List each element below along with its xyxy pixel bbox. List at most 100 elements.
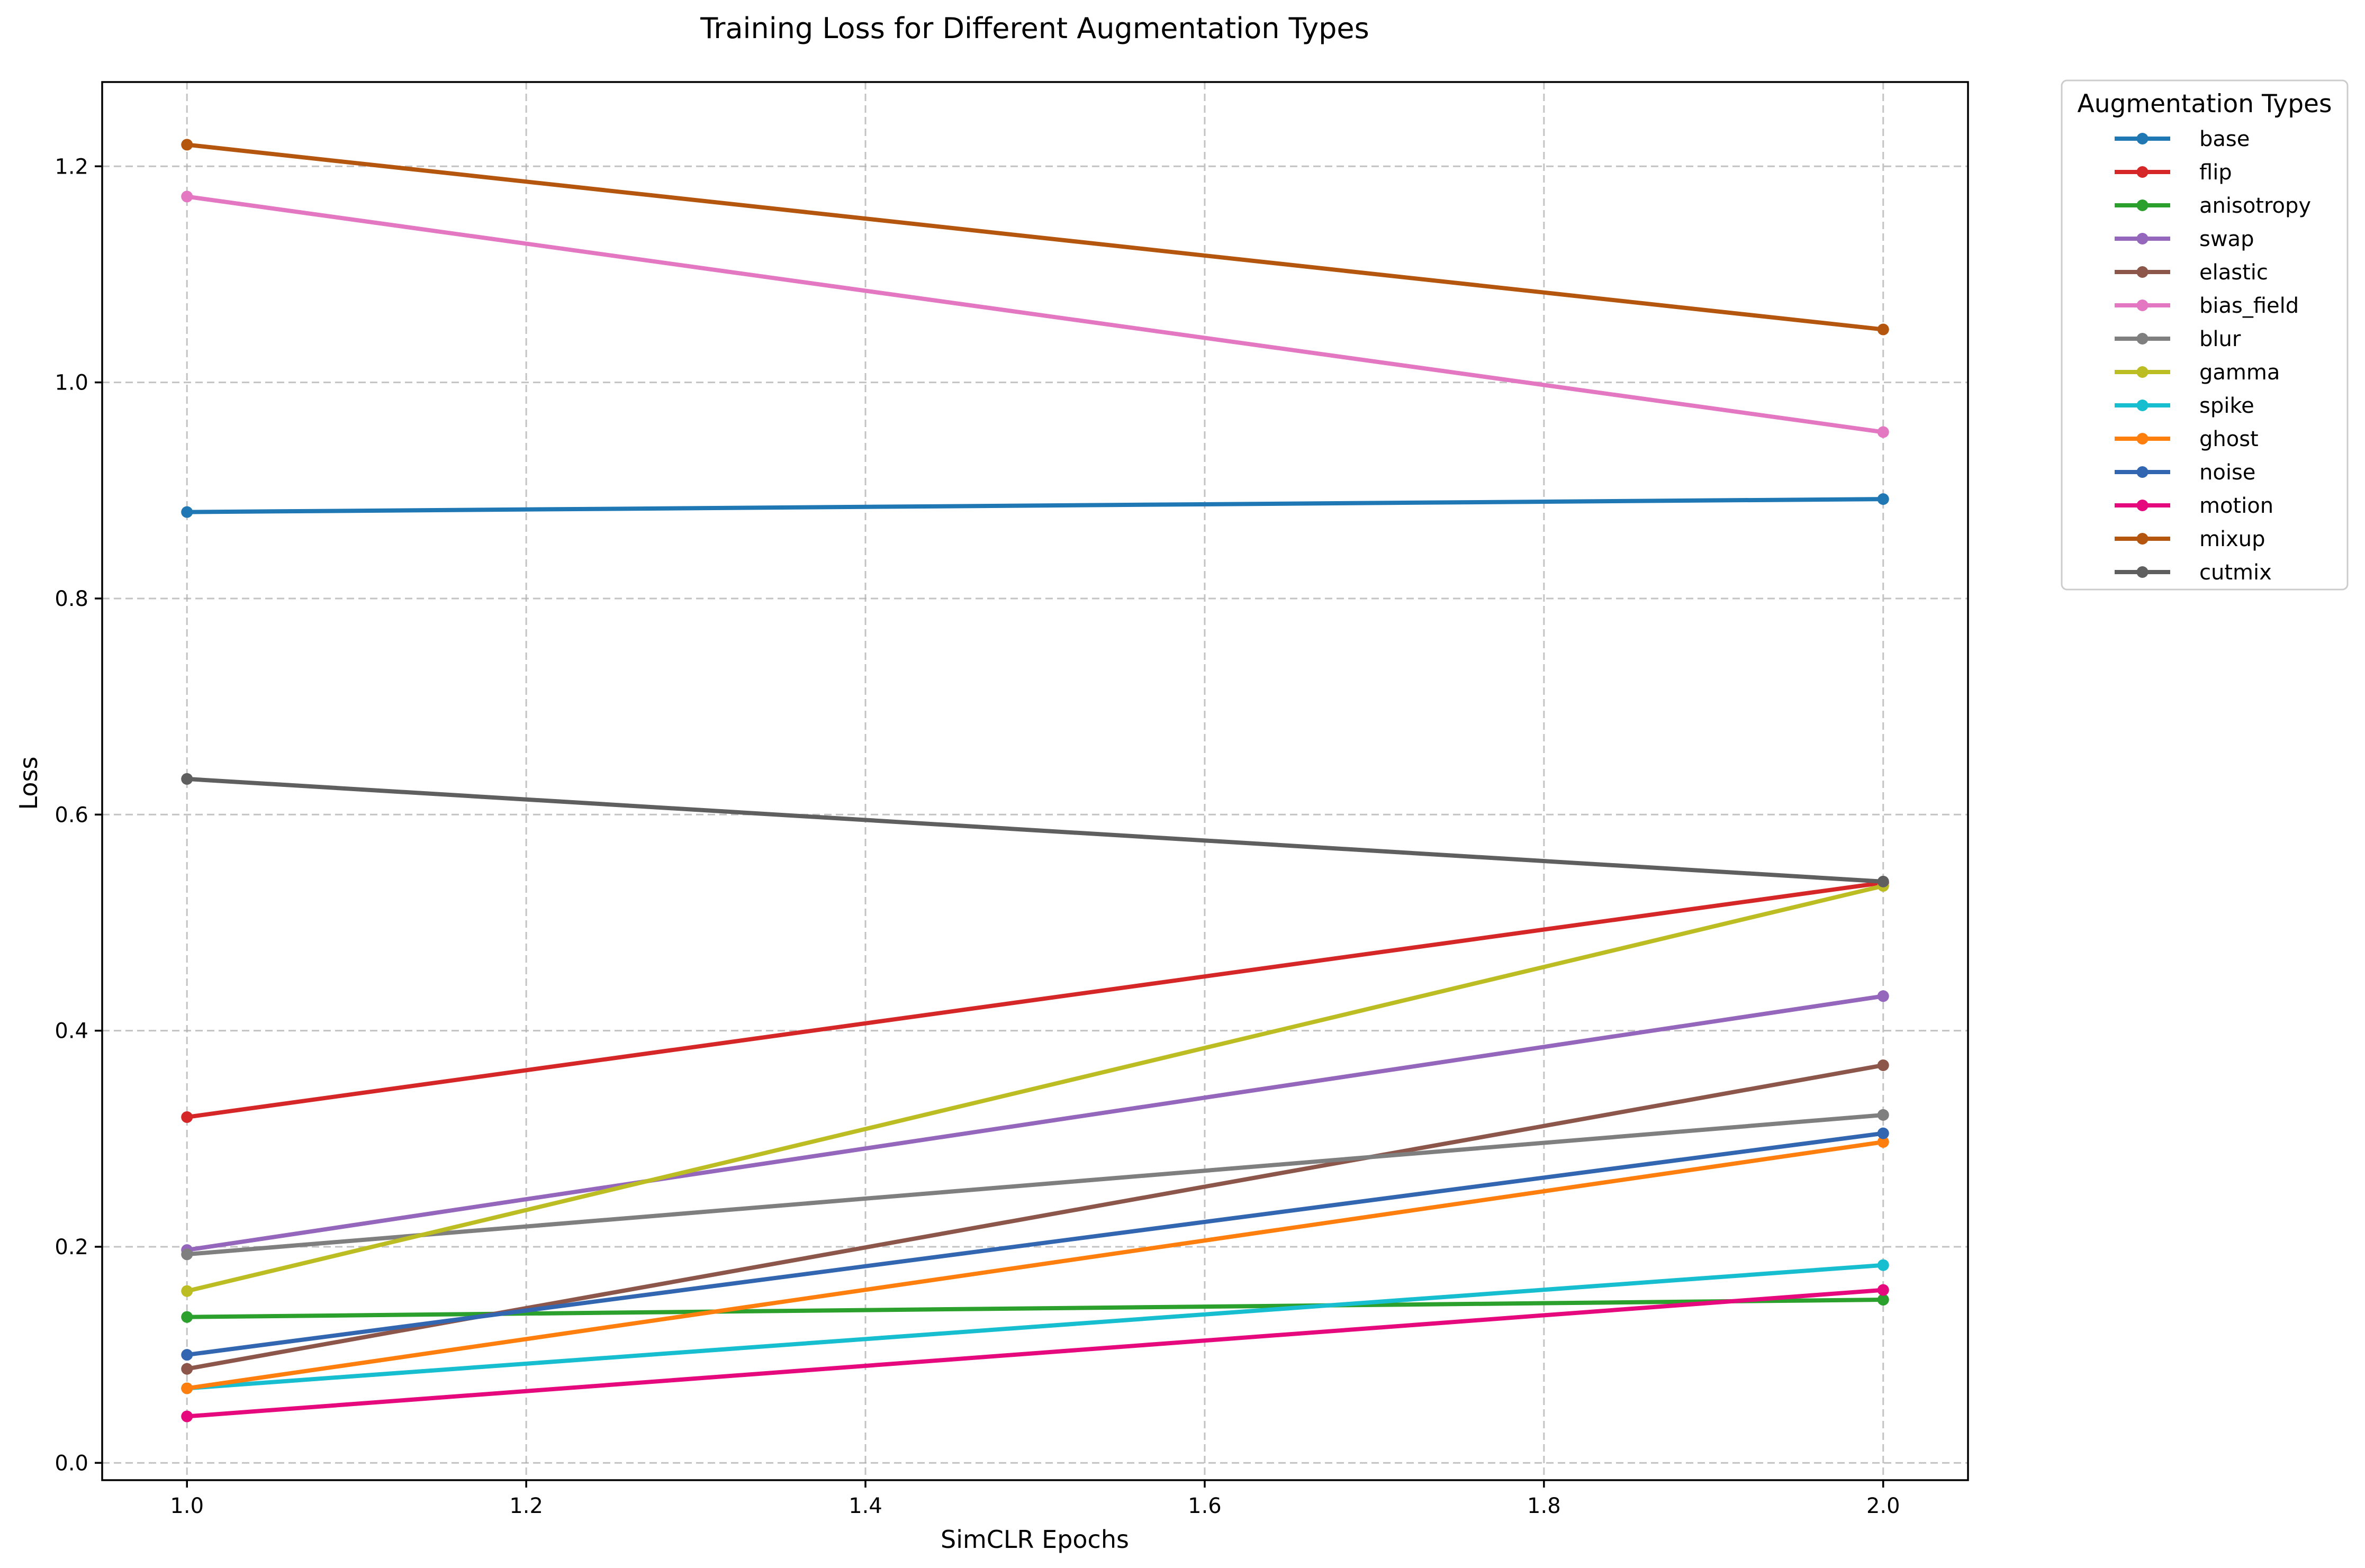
data-point (181, 773, 193, 785)
data-point (181, 506, 193, 518)
data-point (1877, 1127, 1889, 1139)
data-point (1877, 875, 1889, 887)
series-line (186, 1139, 1884, 1391)
legend-item: flip (2115, 160, 2232, 185)
legend-item: bias_field (2115, 294, 2299, 318)
chart-title: Training Loss for Different Augmentation… (700, 12, 1369, 45)
series-bias-field (181, 191, 1889, 438)
series-line (186, 994, 1884, 1253)
x-tick-label: 1.0 (170, 1494, 204, 1518)
data-point (1877, 1259, 1889, 1271)
series-noise (181, 1127, 1889, 1361)
series-blur (181, 1109, 1889, 1261)
data-point (1877, 493, 1889, 505)
x-tick-label: 1.8 (1527, 1494, 1561, 1518)
legend-swatch-marker (2136, 233, 2149, 244)
legend-label: flip (2199, 160, 2232, 185)
legend-swatch-marker (2136, 500, 2149, 511)
legend-swatch-marker (2136, 333, 2149, 345)
series-line (186, 1288, 1884, 1419)
series-line (186, 142, 1884, 332)
y-tick-label: 0.4 (55, 1019, 88, 1044)
data-point (181, 1382, 193, 1394)
legend-swatch-marker (2136, 133, 2149, 144)
y-tick-label: 0.0 (55, 1451, 88, 1475)
y-tick-label: 1.0 (55, 371, 88, 395)
x-tick-label: 1.2 (509, 1494, 543, 1518)
data-point (1877, 1109, 1889, 1121)
series-line (186, 1112, 1884, 1257)
legend-label: base (2199, 127, 2250, 151)
axis-ticks: 1.0 1.2 1.4 1.6 1.8 2.0 0.0 0.2 0.4 0.6 0.8 1.0 1.2 (55, 155, 1900, 1518)
x-tick-label: 1.4 (848, 1494, 882, 1518)
legend-label: swap (2199, 227, 2254, 251)
legend-swatch-marker (2136, 366, 2149, 378)
data-point (1877, 426, 1889, 438)
legend-item: noise (2115, 460, 2255, 485)
legend-label: cutmix (2199, 560, 2272, 585)
legend-item: mixup (2115, 527, 2265, 551)
grid-lines (102, 82, 1968, 1480)
legend-swatch-marker (2136, 533, 2149, 545)
data-point (181, 139, 193, 151)
legend-frame (2061, 79, 2349, 591)
x-tick-label: 1.6 (1188, 1494, 1222, 1518)
data-point (1877, 1136, 1889, 1148)
legend-item: ghost (2115, 427, 2259, 451)
legend-swatch-marker (2136, 466, 2149, 478)
legend-item: anisotropy (2115, 194, 2311, 218)
legend-item: spike (2115, 394, 2254, 418)
legend-label: bias_field (2199, 294, 2299, 318)
data-point (181, 1349, 193, 1361)
series-ghost (181, 1136, 1889, 1394)
legend-item: motion (2115, 494, 2273, 518)
legend: Augmentation Types base flip anisotropy swa… (2061, 79, 2349, 591)
y-tick-label: 0.2 (55, 1235, 88, 1259)
series-base (181, 493, 1889, 518)
legend-swatch-marker (2136, 266, 2149, 278)
legend-swatch-marker (2136, 400, 2149, 411)
legend-item: swap (2115, 227, 2254, 251)
data-point (1877, 990, 1889, 1002)
legend-swatch-marker (2136, 566, 2149, 578)
legend-label: anisotropy (2199, 194, 2311, 218)
x-axis-label: SimCLR Epochs (941, 1525, 1129, 1554)
data-point (1877, 323, 1889, 336)
legend-label: elastic (2199, 260, 2268, 285)
legend-item: blur (2115, 327, 2241, 351)
data-point (181, 1285, 193, 1297)
legend-swatch-marker (2136, 300, 2149, 311)
legend-label: gamma (2199, 360, 2280, 385)
data-point (1877, 1284, 1889, 1296)
series-line (186, 884, 1884, 1293)
legend-label: motion (2199, 494, 2273, 518)
legend-label: noise (2199, 460, 2255, 485)
y-tick-label: 0.8 (55, 587, 88, 611)
data-point (181, 1111, 193, 1123)
series-lines (181, 139, 1889, 1422)
series-mixup (181, 139, 1889, 336)
data-point (181, 1248, 193, 1261)
legend-item: cutmix (2115, 560, 2272, 585)
series-motion (181, 1284, 1889, 1422)
legend-item: gamma (2115, 360, 2280, 385)
legend-label: mixup (2199, 527, 2265, 551)
series-line (187, 1298, 1883, 1319)
series-line (186, 1131, 1884, 1357)
y-tick-label: 1.2 (55, 155, 88, 179)
legend-label: spike (2199, 394, 2254, 418)
legend-swatch-marker (2136, 433, 2149, 445)
series-spike (181, 1259, 1889, 1394)
x-tick-label: 2.0 (1866, 1494, 1900, 1518)
series-line (187, 497, 1883, 514)
data-point (181, 1311, 193, 1323)
legend-label: blur (2199, 327, 2241, 351)
legend-item: base (2115, 127, 2250, 151)
series-line (186, 776, 1884, 884)
series-line (186, 880, 1884, 1119)
data-point (181, 1363, 193, 1375)
legend-item: elastic (2115, 260, 2268, 285)
data-point (1877, 1059, 1889, 1071)
y-tick-label: 0.6 (55, 803, 88, 827)
